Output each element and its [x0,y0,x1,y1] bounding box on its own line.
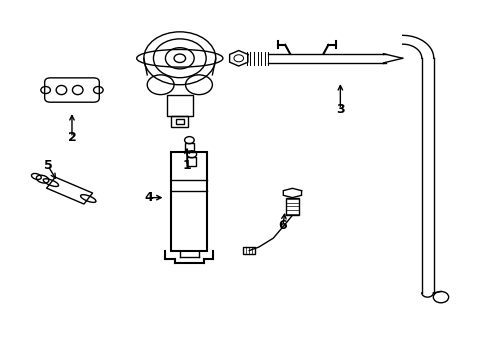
Bar [166,95,193,117]
Text: 6: 6 [278,219,286,232]
Bar [184,143,193,152]
Text: 5: 5 [43,159,52,172]
Bar [171,152,207,251]
Bar [187,157,196,166]
Text: 1: 1 [182,159,191,172]
Text: 4: 4 [144,191,153,204]
Bar [243,247,255,254]
Text: 2: 2 [67,131,76,144]
Text: 3: 3 [335,103,344,116]
Bar [176,119,183,124]
Bar [171,117,188,127]
Bar [285,198,299,215]
